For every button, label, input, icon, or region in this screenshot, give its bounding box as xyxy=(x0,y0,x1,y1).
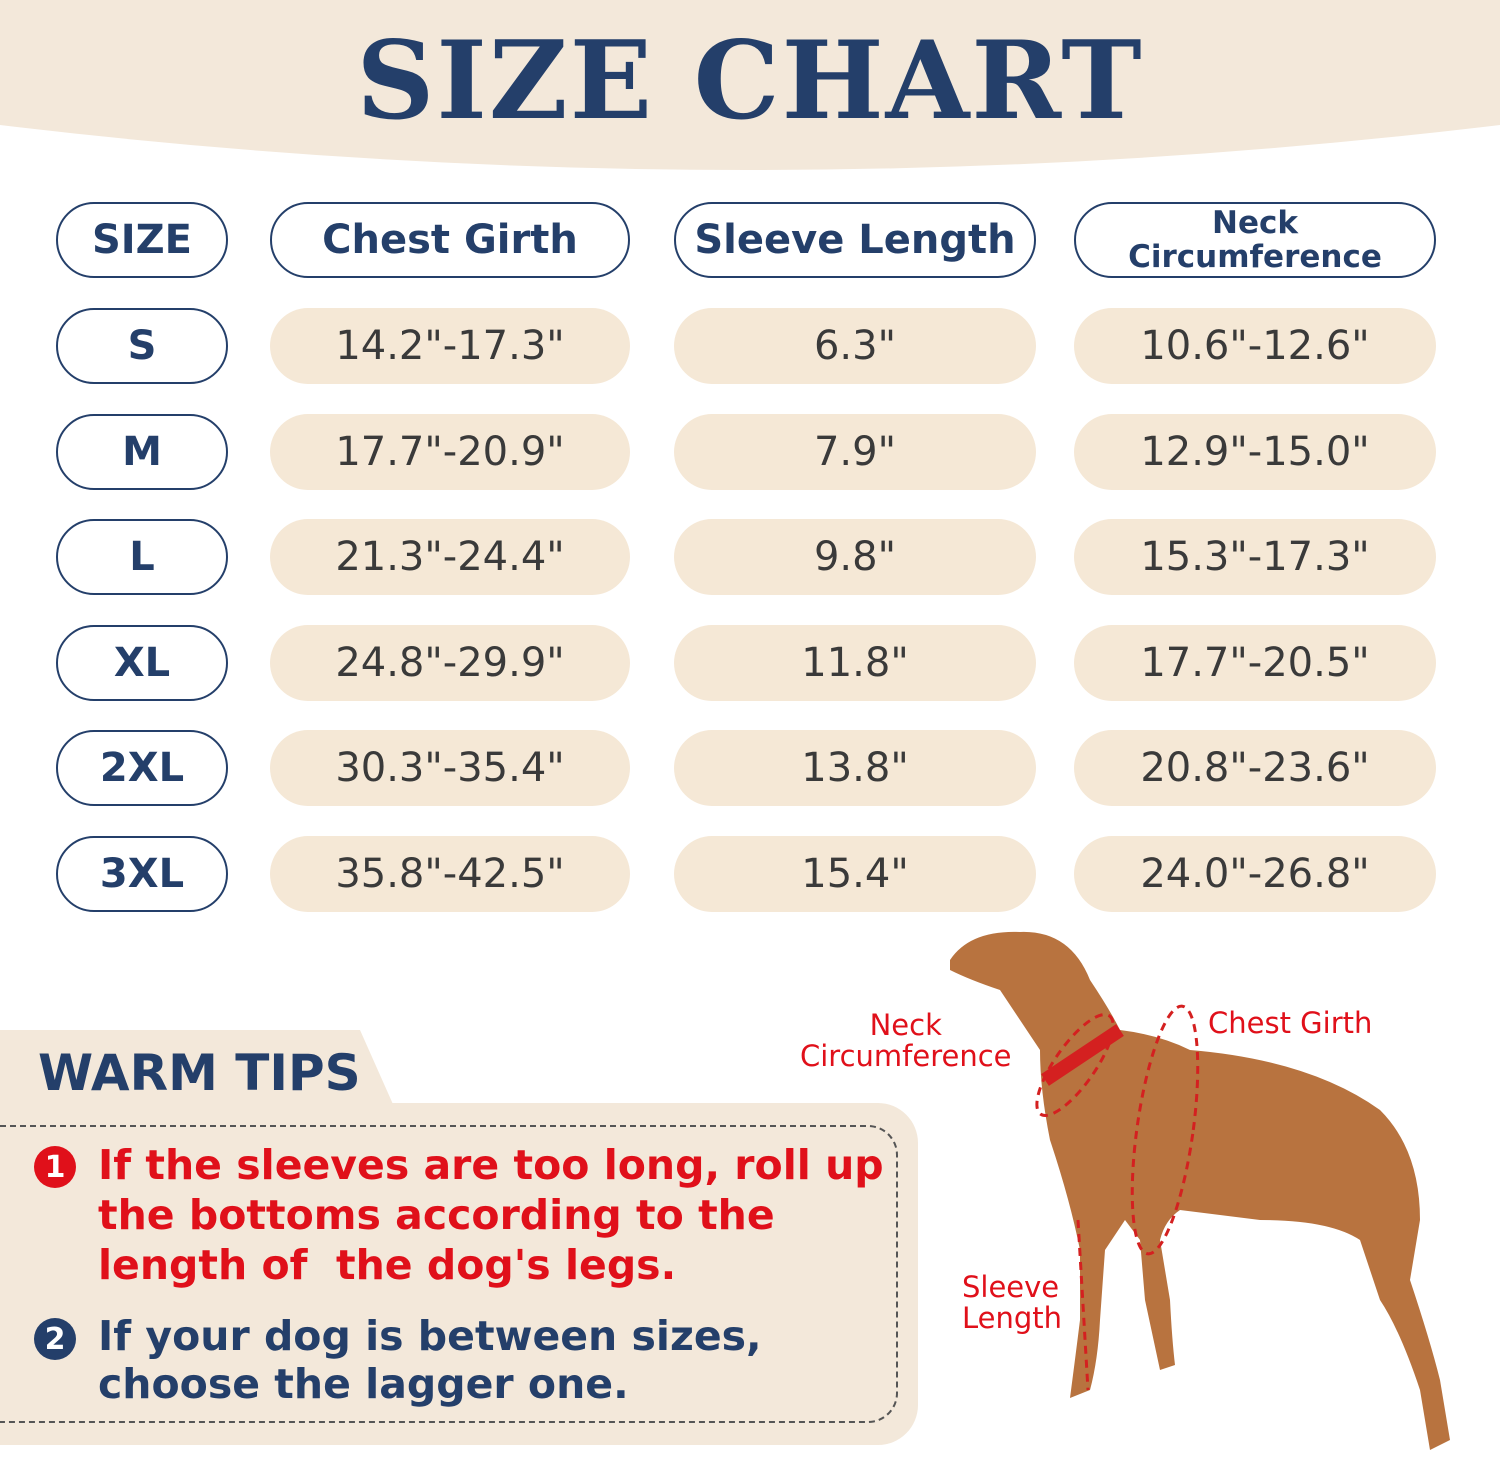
label-line: Sleeve xyxy=(962,1270,1060,1304)
size-label: 3XL xyxy=(56,836,228,912)
cell-chest-girth: 17.7"-20.9" xyxy=(270,413,630,490)
label-line: Circumference xyxy=(800,1039,1012,1073)
size-label: M xyxy=(56,413,228,490)
column-header-chest-girth: Chest Girth xyxy=(270,202,630,278)
warm-tips-dashed-border xyxy=(0,1125,898,1423)
tip-1-line: length of the dog's legs. xyxy=(98,1241,677,1289)
cell-sleeve-length: 11.8" xyxy=(674,624,1036,701)
cell-neck-circumference: 24.0"-26.8" xyxy=(1074,836,1436,912)
cell-chest-girth: 21.3"-24.4" xyxy=(270,519,630,596)
cell-chest-girth: 35.8"-42.5" xyxy=(270,836,630,912)
size-label: S xyxy=(56,308,228,384)
warm-tips-title: WARM TIPS xyxy=(38,1044,361,1102)
column-header-size: SIZE xyxy=(56,202,228,278)
tip-1-line: the bottoms according to the xyxy=(98,1191,775,1239)
cell-chest-girth: 14.2"-17.3" xyxy=(270,308,630,384)
cell-chest-girth: 30.3"-35.4" xyxy=(270,730,630,807)
cell-sleeve-length: 6.3" xyxy=(674,308,1036,384)
header-band xyxy=(0,0,1500,170)
cell-neck-circumference: 15.3"-17.3" xyxy=(1074,519,1436,596)
cell-neck-circumference: 17.7"-20.5" xyxy=(1074,624,1436,701)
size-label: 2XL xyxy=(56,730,228,807)
size-label: XL xyxy=(56,624,228,701)
cell-sleeve-length: 9.8" xyxy=(674,519,1036,596)
size-label: L xyxy=(56,519,228,596)
number-two-icon: 2 xyxy=(34,1318,76,1360)
sleeve-length-label: Sleeve Length xyxy=(962,1272,1062,1334)
neck-circumference-label: Neck Circumference xyxy=(800,1010,1012,1072)
cell-sleeve-length: 13.8" xyxy=(674,730,1036,807)
label-line: Neck xyxy=(869,1008,942,1042)
warm-tips-box xyxy=(0,1103,918,1445)
cell-neck-circumference: 10.6"-12.6" xyxy=(1074,308,1436,384)
cell-neck-circumference: 12.9"-15.0" xyxy=(1074,413,1436,490)
tip-2-line: If your dog is between sizes, xyxy=(98,1312,762,1360)
column-header-sleeve-length: Sleeve Length xyxy=(674,202,1036,278)
page-title: SIZE CHART xyxy=(356,18,1144,144)
number-one-icon: 1 xyxy=(34,1146,76,1188)
tip-1: If the sleeves are too long, roll up the… xyxy=(98,1140,884,1290)
column-header-neck-circumference: Neck Circumference xyxy=(1074,202,1436,278)
dog-measurement-illustration xyxy=(950,931,1450,1450)
chest-girth-label: Chest Girth xyxy=(1208,1006,1373,1040)
tip-2: If your dog is between sizes, choose the… xyxy=(98,1312,762,1408)
cell-chest-girth: 24.8"-29.9" xyxy=(270,624,630,701)
cell-neck-circumference: 20.8"-23.6" xyxy=(1074,730,1436,807)
cell-sleeve-length: 15.4" xyxy=(674,836,1036,912)
cell-sleeve-length: 7.9" xyxy=(674,413,1036,490)
tip-2-line: choose the lagger one. xyxy=(98,1360,629,1408)
tip-1-line: If the sleeves are too long, roll up xyxy=(98,1141,884,1189)
label-line: Length xyxy=(962,1301,1063,1335)
